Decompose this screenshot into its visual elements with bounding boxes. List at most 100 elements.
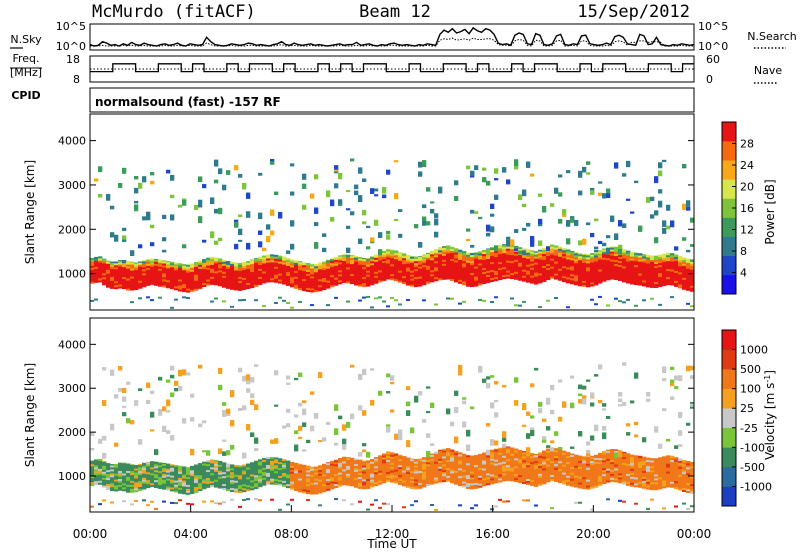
power-cell: [390, 271, 395, 275]
velocity-cell: [470, 477, 475, 480]
velocity-cell: [522, 451, 527, 455]
power-cell: [130, 278, 135, 281]
power-cell: [266, 270, 271, 273]
power-scatter-cell: [258, 212, 263, 220]
velocity-cell: [426, 477, 431, 481]
velocity-cell: [382, 461, 387, 464]
velocity-cell: [150, 461, 155, 464]
power-cell: [258, 282, 263, 285]
power-cell: [242, 285, 247, 288]
velocity-cell: [170, 464, 175, 466]
power-cell: [470, 252, 475, 256]
power-cell: [602, 275, 607, 278]
power-cell: [170, 268, 175, 272]
power-cell: [294, 262, 299, 265]
velocity-cell: [554, 457, 559, 461]
power-cell: [586, 266, 591, 270]
velocity-scatter-cell: [546, 426, 551, 431]
power-cell: [130, 264, 135, 267]
velocity-cell: [314, 492, 319, 495]
power-cell: [106, 273, 111, 276]
power-cell: [314, 275, 319, 279]
power-scatter-cell: [578, 190, 583, 196]
power-cell: [586, 262, 591, 266]
velocity-cell: [238, 490, 243, 494]
power-ground-cell: [642, 299, 646, 302]
power-cell: [602, 273, 607, 276]
power-cell: [426, 277, 431, 280]
power-cell: [234, 264, 239, 267]
velocity-cell: [174, 480, 179, 483]
power-cell: [378, 265, 383, 269]
power-cell: [150, 262, 155, 265]
power-cell: [426, 259, 431, 262]
velocity-cell: [358, 484, 363, 487]
power-cell: [646, 259, 651, 262]
power-cell: [98, 270, 103, 273]
velocity-cell: [322, 466, 327, 469]
power-cell: [350, 265, 355, 269]
power-cell: [146, 259, 151, 260]
freq-series-line: [90, 63, 694, 73]
power-cell: [550, 254, 555, 257]
velocity-cell: [430, 476, 435, 479]
velocity-cell: [138, 470, 143, 474]
velocity-cell: [134, 487, 139, 491]
power-cell: [190, 281, 195, 284]
power-cell: [294, 264, 299, 267]
power-cell: [590, 256, 595, 259]
power-cell: [522, 269, 527, 272]
power-cell: [306, 283, 311, 286]
velocity-scatter-cell: [162, 425, 167, 433]
power-cell: [206, 259, 211, 262]
power-cell: [118, 260, 123, 261]
power-scatter-cell: [630, 211, 635, 214]
velocity-cell: [458, 479, 463, 483]
power-cell: [434, 270, 439, 274]
velocity-cell: [570, 478, 575, 481]
power-cell: [574, 268, 579, 272]
power-cell: [462, 270, 467, 274]
power-cell: [686, 280, 691, 283]
power-cell: [646, 269, 651, 272]
velocity-cell: [558, 472, 563, 476]
power-cell: [610, 265, 615, 268]
velocity-cell: [510, 475, 515, 478]
power-cell: [470, 270, 475, 274]
power-cell: [502, 244, 507, 248]
power-cell: [434, 278, 439, 282]
velocity-cell: [250, 481, 255, 485]
power-cell: [658, 254, 663, 258]
velocity-cell: [442, 467, 447, 471]
power-cell: [558, 266, 563, 269]
velocity-cell: [190, 471, 195, 475]
velocity-cell: [434, 475, 439, 478]
power-cell: [222, 263, 227, 266]
velocity-cell: [462, 473, 467, 476]
power-cell: [234, 268, 239, 271]
velocity-cell: [538, 461, 543, 464]
velocity-cell: [414, 459, 419, 462]
velocity-cell: [550, 470, 555, 474]
power-cell: [582, 276, 587, 279]
velocity-cell: [330, 460, 335, 462]
power-cell: [538, 269, 543, 272]
power-cell: [654, 273, 659, 277]
power-cell: [466, 270, 471, 273]
velocity-cell: [574, 483, 579, 486]
power-ground-cell: [370, 306, 374, 309]
velocity-cell: [370, 463, 375, 466]
power-cell: [162, 279, 167, 282]
power-scatter-cell: [110, 232, 115, 238]
power-cell: [638, 255, 643, 258]
velocity-cell: [178, 477, 183, 480]
velocity-cell: [374, 481, 379, 485]
velocity-cell: [562, 478, 567, 481]
power-cell: [486, 262, 491, 266]
power-cell: [410, 270, 415, 273]
power-cell: [574, 252, 579, 254]
power-cell: [618, 258, 623, 262]
power-cell: [334, 281, 339, 284]
power-cell: [334, 277, 339, 280]
velocity-scatter-cell: [522, 403, 527, 410]
